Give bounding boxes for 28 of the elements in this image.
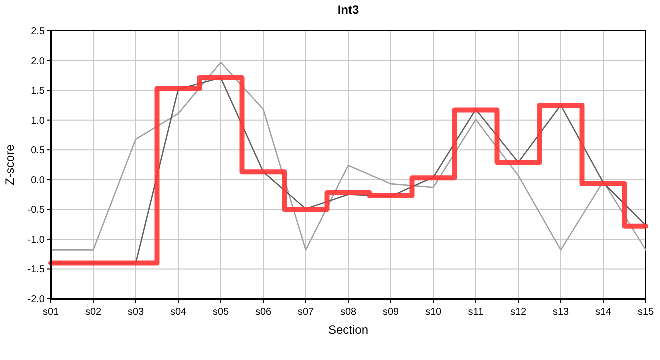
- y-tick-label: -1.0: [28, 234, 46, 246]
- x-tick-label: s06: [255, 307, 272, 318]
- y-tick-label: 2.5: [31, 26, 46, 38]
- y-axis-title: Z-score: [3, 144, 17, 186]
- x-tick-label: s05: [212, 307, 230, 318]
- x-tick-label: s09: [382, 307, 400, 318]
- x-tick-label: s15: [638, 307, 654, 318]
- x-tick-label: s07: [298, 307, 314, 318]
- x-axis-title: Section: [328, 323, 369, 337]
- y-tick-label: 1.5: [31, 86, 46, 98]
- y-tick-label: 1.0: [31, 116, 46, 127]
- y-tick-label: -1.5: [28, 264, 46, 276]
- x-tick-label: s02: [85, 307, 102, 318]
- x-tick-label: s12: [510, 307, 527, 318]
- x-tick-label: s08: [340, 307, 357, 318]
- x-tick-label: s13: [552, 307, 570, 318]
- x-tick-label: s01: [42, 307, 60, 318]
- x-tick-label: s14: [595, 307, 612, 318]
- y-tick-label: -0.5: [28, 205, 46, 216]
- y-tick-label: -2.0: [28, 294, 46, 306]
- y-tick-label: 0.5: [31, 146, 46, 157]
- x-tick-label: s03: [128, 307, 144, 318]
- x-tick-label: s10: [425, 307, 442, 318]
- x-tick-label: s04: [170, 307, 187, 318]
- chart-title: Int3: [338, 3, 360, 17]
- y-tick-label: 0.0: [31, 175, 46, 186]
- x-tick-label: s11: [468, 307, 484, 318]
- y-tick-label: 2.0: [31, 56, 46, 68]
